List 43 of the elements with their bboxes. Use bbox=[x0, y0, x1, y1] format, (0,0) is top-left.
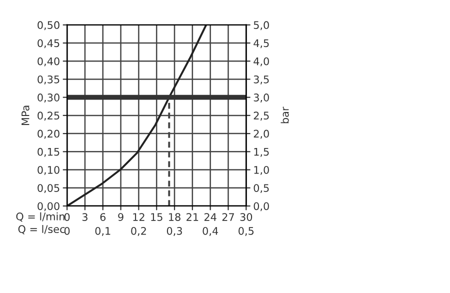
y2-tick-label: 0,5 bbox=[254, 184, 269, 194]
x-tick-label: 6 bbox=[100, 213, 106, 221]
y2-tick-label: 4,0 bbox=[254, 57, 269, 66]
y2-tick-label: 1,5 bbox=[254, 148, 269, 157]
x2-tick-label: 0,4 bbox=[202, 226, 218, 236]
y2-axis-title: bar bbox=[280, 106, 289, 124]
y-tick-label: 0,05 bbox=[38, 184, 60, 194]
y2-tick-label: 5,0 bbox=[254, 21, 269, 30]
y2-tick-label: 2,0 bbox=[254, 130, 269, 139]
y2-tick-label: 0,0 bbox=[254, 202, 269, 212]
x-tick-label: 12 bbox=[133, 213, 144, 221]
x2-tick-label: 0,2 bbox=[131, 226, 146, 236]
x2-tick-label: 0,5 bbox=[238, 226, 254, 236]
x-tick-label: 24 bbox=[204, 213, 216, 221]
y-tick-label: 0,20 bbox=[38, 130, 60, 139]
x2-tick-label: 0 bbox=[64, 226, 70, 235]
x2-tick-label: 0,1 bbox=[95, 226, 110, 236]
x-axis-title: Q = l/min bbox=[16, 212, 64, 222]
y-tick-label: 0,25 bbox=[38, 112, 60, 121]
x-tick-label: 21 bbox=[186, 213, 198, 221]
y-tick-label: 0,50 bbox=[38, 21, 60, 30]
y-tick-label: 0,45 bbox=[38, 39, 60, 48]
x-tick-label: 27 bbox=[222, 213, 234, 221]
x2-axis-title: Q = l/sec bbox=[18, 224, 65, 234]
y2-tick-label: 3,5 bbox=[254, 75, 269, 84]
x-tick-label: 18 bbox=[169, 213, 180, 221]
y2-tick-label: 4,5 bbox=[254, 39, 269, 48]
y-tick-label: 0,40 bbox=[38, 57, 60, 66]
x2-tick-label: 0,3 bbox=[166, 226, 182, 236]
x-tick-label: 15 bbox=[151, 213, 162, 221]
y-tick-label: 0,30 bbox=[38, 94, 60, 103]
y2-tick-label: 1,0 bbox=[254, 166, 269, 175]
y2-tick-label: 3,0 bbox=[254, 94, 269, 103]
x-tick-label: 0 bbox=[64, 213, 70, 221]
y-tick-label: 0,10 bbox=[38, 166, 60, 175]
y-axis-title: MPa bbox=[22, 106, 30, 126]
x-tick-label: 9 bbox=[118, 213, 124, 221]
x-tick-label: 30 bbox=[240, 213, 252, 221]
y-tick-label: 0,15 bbox=[38, 148, 60, 157]
y2-tick-label: 2,5 bbox=[254, 112, 269, 121]
y-tick-label: 0,35 bbox=[38, 75, 60, 84]
y-tick-label: 0,00 bbox=[38, 202, 60, 212]
x-tick-label: 3 bbox=[82, 213, 88, 221]
